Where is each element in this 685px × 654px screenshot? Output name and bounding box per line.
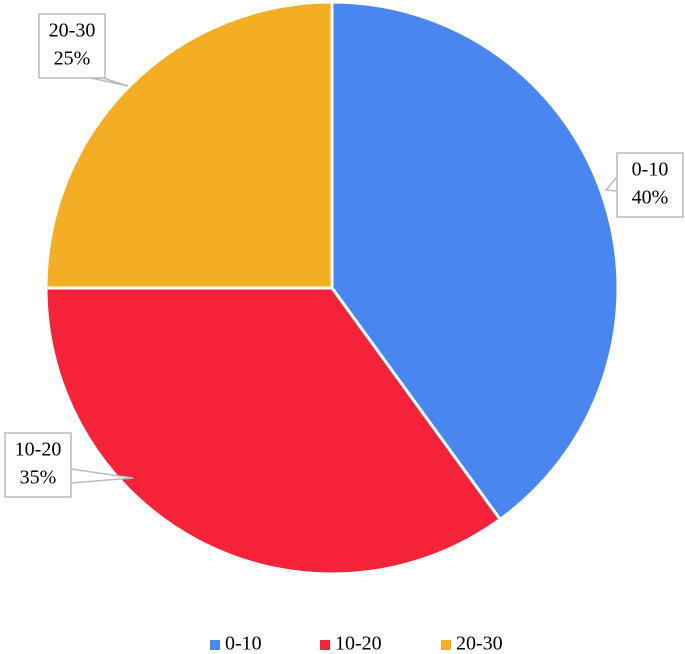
- legend-label: 20-30: [456, 633, 503, 654]
- data-label-value: 35%: [20, 467, 57, 489]
- legend-swatch: [320, 640, 330, 650]
- legend-swatch: [210, 640, 220, 650]
- pie-slice: [330, 0, 620, 522]
- callout-pointer: [70, 468, 134, 484]
- pie-slice: [44, 286, 503, 576]
- callout-pointer: [604, 174, 618, 192]
- data-label: 10-20 35%: [4, 432, 134, 498]
- data-label: 20-30 25%: [38, 13, 129, 87]
- legend-label: 10-20: [335, 633, 382, 654]
- data-label-category: 0-10: [632, 159, 669, 181]
- callout-box: [38, 13, 106, 79]
- data-label-category: 20-30: [49, 20, 96, 42]
- data-label-value: 40%: [632, 187, 669, 209]
- pie-slice: [44, 0, 334, 290]
- data-label: 0-10 40%: [604, 152, 684, 218]
- callout-pointer: [90, 77, 129, 87]
- data-label-value: 25%: [54, 48, 91, 70]
- data-label-category: 10-20: [15, 439, 62, 461]
- legend-swatch: [441, 640, 451, 650]
- callout-box: [4, 432, 72, 498]
- legend-label: 0-10: [225, 633, 262, 654]
